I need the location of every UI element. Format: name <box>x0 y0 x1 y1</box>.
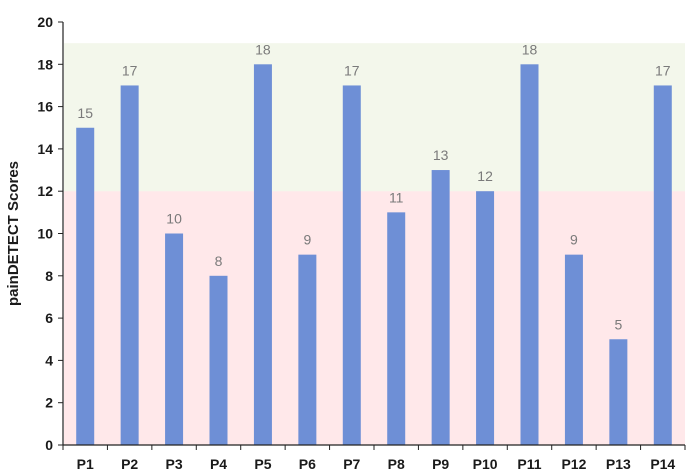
x-tick-label-P10: P10 <box>473 456 498 472</box>
y-tick-label-8: 8 <box>45 268 53 284</box>
data-labels: 15 17 10 8 18 9 17 11 13 12 18 9 5 17 <box>77 41 670 332</box>
bar-P13 <box>609 339 628 445</box>
y-tick-label-6: 6 <box>45 310 53 326</box>
band-1 <box>64 43 685 192</box>
bar-P11 <box>520 64 539 446</box>
x-tick-label-P1: P1 <box>77 456 94 472</box>
bar-P7 <box>342 85 361 445</box>
x-tick-label-P6: P6 <box>299 456 316 472</box>
data-label-P9: 13 <box>433 147 449 163</box>
x-tick-label-P3: P3 <box>166 456 183 472</box>
data-label-P5: 18 <box>255 41 271 57</box>
y-tick-label-16: 16 <box>37 99 53 115</box>
bar-P9 <box>431 170 450 446</box>
bar-P14 <box>653 85 672 445</box>
data-label-P14: 17 <box>655 62 671 78</box>
background-bands <box>64 43 685 445</box>
x-tick-label-P14: P14 <box>650 456 675 472</box>
data-label-P7: 17 <box>344 62 360 78</box>
y-tick-label-14: 14 <box>37 141 53 157</box>
data-label-P1: 15 <box>77 105 93 121</box>
data-label-P4: 8 <box>215 253 223 269</box>
data-label-P13: 5 <box>614 316 622 332</box>
x-tick-label-P9: P9 <box>432 456 449 472</box>
y-tick-label-10: 10 <box>37 226 53 242</box>
y-tick-label-0: 0 <box>45 437 53 453</box>
x-tick-label-P5: P5 <box>254 456 271 472</box>
bar-P5 <box>253 64 272 446</box>
data-label-P10: 12 <box>477 168 493 184</box>
x-tick-label-P7: P7 <box>343 456 360 472</box>
bar-P8 <box>387 212 406 445</box>
band-0 <box>64 191 685 445</box>
bar-P1 <box>76 127 95 445</box>
bar-P4 <box>209 275 228 445</box>
data-label-P3: 10 <box>166 211 182 227</box>
bar-P2 <box>120 85 139 445</box>
bar-P6 <box>298 254 317 445</box>
data-label-P12: 9 <box>570 232 578 248</box>
x-tick-label-P11: P11 <box>517 456 541 472</box>
y-tick-label-4: 4 <box>45 352 53 368</box>
x-tick-label-P8: P8 <box>388 456 405 472</box>
y-tick-label-2: 2 <box>45 395 53 411</box>
x-tick-label-P4: P4 <box>210 456 227 472</box>
y-tick-label-20: 20 <box>37 14 53 30</box>
x-tick-label-P13: P13 <box>606 456 631 472</box>
x-tick-label-P12: P12 <box>561 456 586 472</box>
data-label-P6: 9 <box>303 232 311 248</box>
bar-P3 <box>165 233 184 445</box>
y-axis-title: painDETECT Scores <box>5 161 22 306</box>
data-label-P8: 11 <box>389 189 404 205</box>
axes: 0 2 4 6 8 10 12 14 16 18 20 P1 P2 P3 P4 P5 P6 P7 P8 P9 P10 P1… <box>37 14 686 472</box>
bar-P12 <box>564 254 583 445</box>
y-tick-label-12: 12 <box>37 183 53 199</box>
data-label-P2: 17 <box>122 62 138 78</box>
bars <box>76 64 672 446</box>
bar-P10 <box>476 191 495 445</box>
y-tick-label-18: 18 <box>37 56 53 72</box>
data-label-P11: 18 <box>522 41 538 57</box>
x-tick-label-P2: P2 <box>121 456 138 472</box>
